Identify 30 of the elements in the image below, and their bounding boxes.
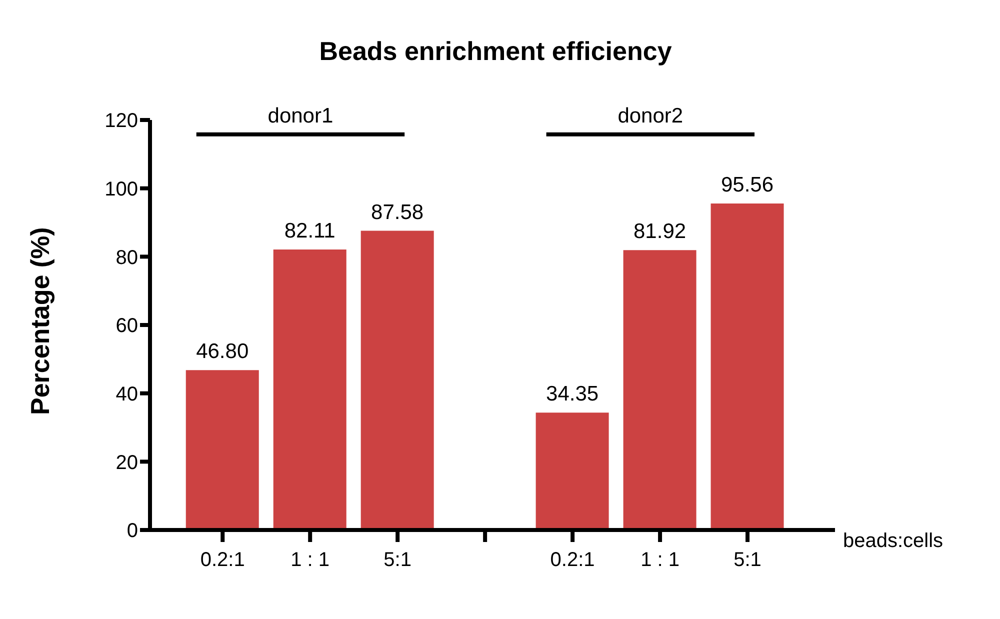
data-label: 82.11 [284,219,336,242]
x-tick-label: 5:1 [384,549,412,572]
data-label: 46.80 [196,340,249,364]
data-label: 95.56 [720,174,774,197]
chart-title: Beads enrichment efficiency [318,36,673,67]
y-tick-label: 0 [126,520,138,542]
x-tick-label: 1 : 1 [640,549,680,572]
y-tick-label: 20 [116,452,138,474]
bar [360,230,434,530]
x-axis-title: beads:cells [843,530,944,553]
bar [710,204,784,530]
y-tick-label: 60 [116,315,138,338]
bar [186,370,259,530]
bar [536,412,609,530]
data-label: 81.92 [634,220,686,244]
y-tick-label: 40 [116,383,138,406]
data-label: 87.58 [371,200,424,224]
bar [623,250,696,530]
y-tick-label: 100 [104,178,138,200]
y-tick-label: 120 [104,110,138,132]
x-tick-label: 5:1 [734,549,762,572]
x-tick-label: 0.2:1 [550,549,595,572]
y-tick-label: 80 [116,246,138,269]
x-tick-label: 0.2:1 [200,549,245,572]
bar [273,249,346,530]
x-tick-label: 1 : 1 [290,549,330,572]
annotation: donor2 [618,104,684,128]
data-label: 34.35 [546,382,599,406]
y-axis-title: Percentage (%) [25,227,56,415]
annotation: donor1 [268,104,334,128]
